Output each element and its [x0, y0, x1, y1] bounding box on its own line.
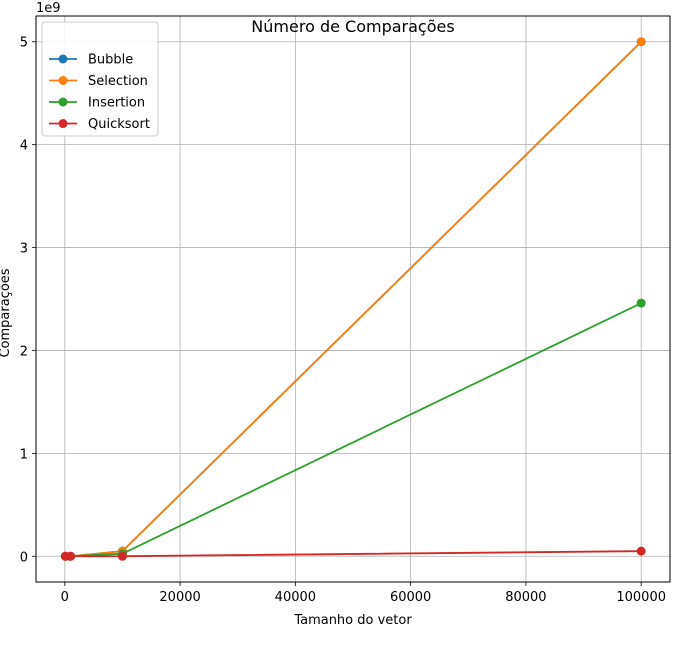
legend-label-insertion: Insertion [88, 96, 145, 111]
data-point-insertion [636, 298, 646, 308]
y-axis-ticks: 0 1 2 3 4 5 [20, 36, 36, 565]
legend-marker-quicksort [58, 119, 68, 128]
chart-title: Número de Comparações [251, 17, 454, 36]
data-point-quicksort [117, 551, 127, 561]
x-tick-label: 40000 [275, 590, 316, 605]
data-point-quicksort [66, 551, 76, 561]
legend-marker-insertion [58, 97, 68, 107]
x-tick-label: 100000 [616, 590, 666, 605]
grid [36, 16, 670, 582]
legend-box [41, 21, 159, 137]
legend-label-quicksort: Quicksort [88, 117, 150, 132]
y-axis-offset-label: 1e9 [36, 1, 61, 16]
y-tick-label: 3 [20, 242, 28, 257]
x-tick-label: 60000 [390, 590, 431, 605]
legend-marker-bubble [58, 54, 68, 64]
legend-marker-selection [58, 76, 68, 85]
y-axis-label: Comparações [0, 268, 13, 357]
legend-label-selection: Selection [88, 74, 148, 89]
plot-area-frame [35, 15, 671, 583]
x-tick-label: 0 [61, 590, 69, 605]
series-layer [60, 37, 646, 561]
x-axis-ticks: 0 20000 40000 60000 80000 100000 [61, 582, 666, 605]
y-tick-label: 0 [20, 550, 28, 565]
data-point-selection [636, 37, 646, 47]
y-tick-label: 5 [20, 36, 28, 51]
x-tick-label: 80000 [505, 590, 546, 605]
legend: Bubble Selection Insertion Quicksort [41, 21, 159, 137]
y-tick-label: 4 [20, 139, 28, 154]
legend-label-bubble: Bubble [88, 53, 133, 68]
x-tick-label: 20000 [159, 590, 200, 605]
y-tick-label: 2 [20, 344, 28, 359]
y-tick-label: 1 [20, 447, 28, 462]
data-point-quicksort [636, 546, 646, 556]
x-axis-label: Tamanho do vetor [293, 613, 412, 628]
